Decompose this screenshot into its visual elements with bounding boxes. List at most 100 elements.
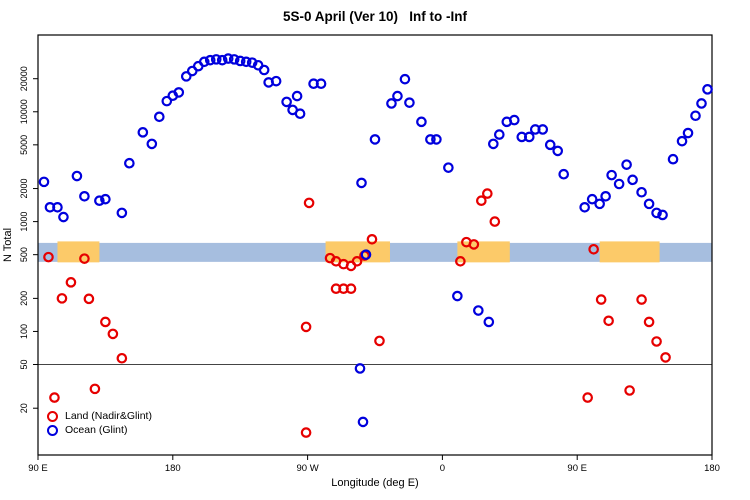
land-point bbox=[588, 243, 599, 255]
ocean-point bbox=[270, 75, 282, 87]
ocean-point bbox=[294, 108, 306, 120]
ocean-point bbox=[404, 97, 415, 108]
land-patch bbox=[599, 241, 660, 263]
ocean-point bbox=[643, 198, 655, 210]
ocean-point bbox=[354, 363, 366, 374]
ocean-point bbox=[173, 87, 185, 98]
ocean-point bbox=[558, 168, 570, 180]
ocean-point bbox=[216, 54, 228, 66]
ocean-point bbox=[483, 316, 495, 328]
ocean-point bbox=[234, 55, 246, 67]
y-tick-label: 100 bbox=[19, 324, 29, 339]
legend-label-land: Land (Nadir&Glint) bbox=[65, 410, 152, 422]
ocean-point bbox=[676, 135, 688, 147]
legend: Land (Nadir&Glint) Ocean (Glint) bbox=[47, 409, 152, 437]
land-point bbox=[366, 234, 378, 245]
land-point bbox=[345, 283, 357, 294]
y-tick-label: 50 bbox=[19, 359, 29, 369]
ocean-point bbox=[204, 54, 216, 66]
land-point bbox=[116, 352, 128, 364]
ocean-point bbox=[369, 134, 381, 145]
ocean-point bbox=[246, 57, 258, 68]
land-point bbox=[603, 315, 614, 327]
ocean-point bbox=[222, 53, 234, 64]
ocean-point bbox=[392, 90, 403, 102]
ocean-point bbox=[544, 139, 556, 151]
land-point bbox=[303, 197, 315, 209]
ocean-point bbox=[552, 145, 564, 157]
ocean-point bbox=[146, 138, 158, 150]
land-point bbox=[107, 328, 119, 340]
ocean-point bbox=[606, 169, 617, 181]
land-point bbox=[300, 321, 312, 333]
land-point bbox=[624, 385, 635, 396]
ocean-point bbox=[594, 198, 605, 210]
ocean-point bbox=[682, 127, 694, 139]
ocean-point bbox=[124, 157, 135, 169]
land-point bbox=[476, 195, 487, 207]
ocean-point bbox=[579, 201, 590, 213]
ocean-point bbox=[537, 124, 549, 135]
ocean-point bbox=[315, 78, 327, 90]
ocean-point bbox=[154, 111, 165, 123]
ocean-point bbox=[38, 176, 50, 188]
x-axis-title: Longitude (deg E) bbox=[331, 477, 419, 489]
ocean-point bbox=[137, 127, 149, 138]
ocean-point bbox=[161, 95, 173, 107]
ocean-point bbox=[416, 116, 427, 128]
land-patch bbox=[57, 241, 100, 263]
x-tick-label: 0 bbox=[440, 463, 445, 474]
land-point bbox=[89, 383, 101, 395]
land-point bbox=[636, 294, 647, 305]
legend-label-ocean: Ocean (Glint) bbox=[65, 424, 128, 436]
ocean-point bbox=[488, 138, 499, 150]
ocean-point bbox=[600, 190, 611, 202]
ocean-point bbox=[667, 153, 679, 165]
y-tick-label: 5000 bbox=[19, 135, 29, 155]
land-point bbox=[65, 277, 77, 288]
land-point bbox=[100, 316, 111, 328]
ocean-point bbox=[291, 90, 303, 102]
land-point bbox=[300, 427, 312, 438]
ocean-point bbox=[357, 416, 369, 428]
plot-frame bbox=[37, 34, 713, 456]
x-tick-label: 180 bbox=[165, 463, 181, 474]
y-tick-label: 10000 bbox=[19, 99, 29, 124]
land-point bbox=[643, 316, 655, 328]
y-tick-label: 20000 bbox=[19, 66, 29, 91]
ocean-point bbox=[94, 195, 105, 207]
x-tick-label: 180 bbox=[704, 463, 720, 474]
ocean-point bbox=[586, 193, 598, 205]
legend-item-land: Land (Nadir&Glint) bbox=[47, 409, 152, 423]
ocean-point bbox=[180, 71, 192, 82]
land-point bbox=[660, 352, 671, 363]
ocean-point bbox=[523, 131, 535, 143]
land-point bbox=[582, 392, 593, 403]
ocean-point bbox=[613, 178, 625, 190]
land-point bbox=[351, 256, 363, 267]
y-tick-label: 2000 bbox=[19, 179, 29, 199]
x-tick-label: 90 W bbox=[297, 463, 319, 474]
ocean-point bbox=[356, 177, 367, 189]
ocean-point bbox=[399, 73, 411, 85]
land-point bbox=[374, 335, 385, 347]
ocean-point bbox=[228, 54, 240, 65]
ocean-point bbox=[425, 134, 436, 145]
ocean-point bbox=[636, 186, 647, 198]
ocean-point bbox=[621, 159, 632, 170]
ocean-point bbox=[452, 290, 463, 302]
land-point bbox=[79, 253, 90, 264]
land-point bbox=[56, 293, 68, 304]
ocean-point bbox=[71, 170, 83, 182]
ocean-point bbox=[258, 64, 270, 76]
ocean-point bbox=[443, 162, 454, 173]
y-tick-label: 500 bbox=[19, 247, 29, 262]
ocean-point bbox=[360, 249, 372, 260]
y-axis-title-text: N Total bbox=[2, 227, 15, 263]
land-patch bbox=[325, 241, 390, 263]
ocean-point bbox=[651, 207, 662, 219]
ocean-point bbox=[431, 134, 442, 145]
ocean-point bbox=[627, 174, 638, 186]
